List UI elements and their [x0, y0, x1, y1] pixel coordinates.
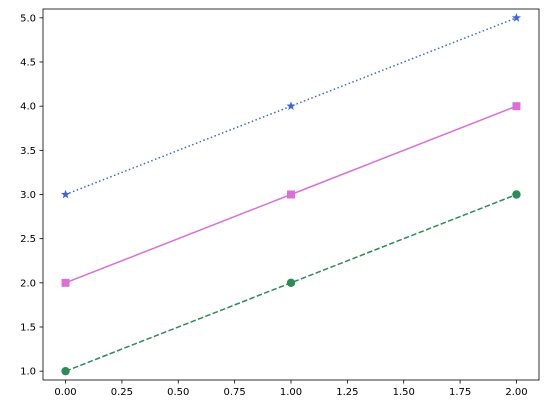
y-tick-label: 5.0 — [20, 13, 36, 24]
series-line — [65, 17, 517, 196]
y-axis: 1.0 1.5 2.0 2.5 3.0 3.5 4.0 4.5 5.0 — [20, 13, 43, 378]
series-square — [61, 102, 521, 287]
y-tick-label: 2.5 — [20, 234, 36, 245]
x-tick-label: 2.00 — [505, 387, 527, 398]
data-point — [61, 366, 70, 376]
x-tick-label: 0.75 — [224, 387, 246, 398]
y-tick-label: 2.0 — [20, 278, 36, 289]
data-point — [511, 13, 522, 22]
plot-area — [60, 13, 522, 376]
data-point — [286, 278, 296, 288]
y-tick-label: 3.5 — [20, 146, 36, 157]
x-tick-label: 0.50 — [167, 387, 189, 398]
data-point — [512, 102, 521, 111]
series-circle — [61, 190, 521, 376]
y-tick-label: 3.0 — [20, 190, 36, 201]
x-tick-label: 1.50 — [393, 387, 415, 398]
y-tick-label: 4.0 — [20, 102, 36, 113]
x-tick-label: 1.75 — [449, 387, 471, 398]
y-tick-label: 1.5 — [20, 323, 36, 334]
data-point — [60, 189, 71, 199]
x-tick-label: 1.25 — [336, 387, 358, 398]
y-tick-label: 1.0 — [20, 367, 36, 378]
y-tick-label: 4.5 — [20, 58, 36, 69]
x-tick-label: 1.00 — [280, 387, 302, 398]
data-point — [61, 278, 70, 287]
series-star — [60, 13, 522, 199]
x-tick-label: 0.25 — [111, 387, 133, 398]
x-axis: 0.00 0.25 0.50 0.75 1.00 1.25 1.50 1.75 2.00 — [54, 380, 528, 398]
data-point — [287, 190, 295, 199]
data-point — [512, 190, 521, 199]
x-tick-label: 0.00 — [54, 387, 76, 398]
data-point — [286, 101, 296, 111]
